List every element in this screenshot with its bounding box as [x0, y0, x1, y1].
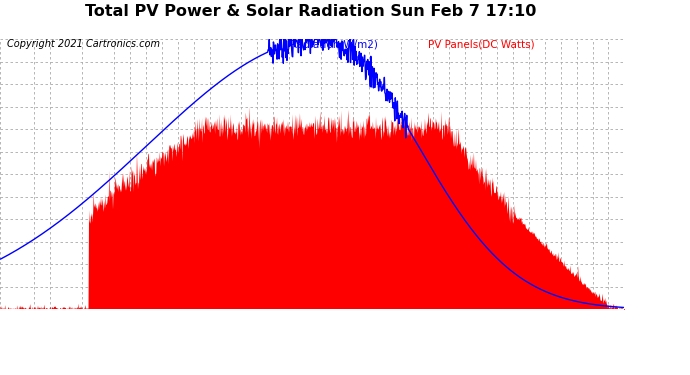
Text: Radiation(W/m2): Radiation(W/m2) [290, 39, 377, 50]
Text: PV Panels(DC Watts): PV Panels(DC Watts) [428, 39, 535, 50]
Text: Copyright 2021 Cartronics.com: Copyright 2021 Cartronics.com [7, 39, 160, 50]
Text: Total PV Power & Solar Radiation Sun Feb 7 17:10: Total PV Power & Solar Radiation Sun Feb… [85, 4, 536, 19]
